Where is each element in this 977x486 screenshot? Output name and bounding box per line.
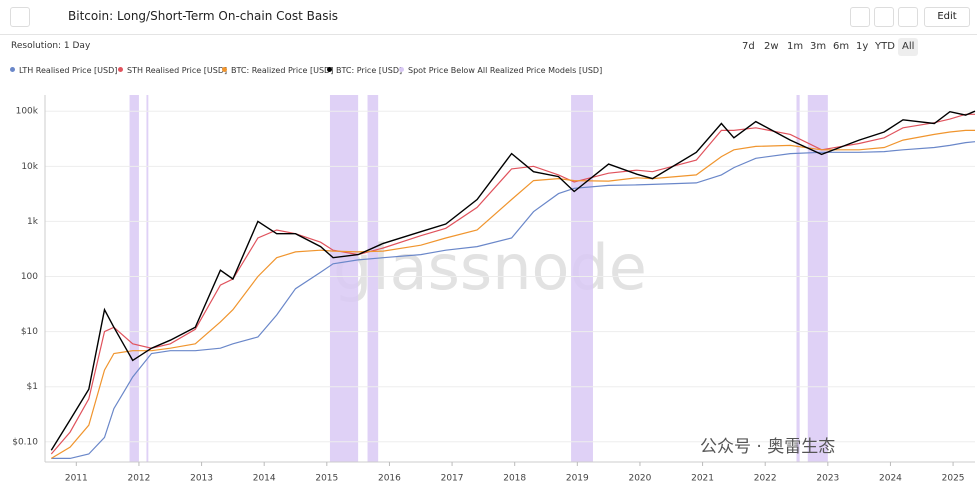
x-tick-label: 2021 (691, 474, 714, 484)
legend-swatch (399, 67, 404, 72)
watermark: glassnode (333, 231, 647, 304)
legend-swatch (10, 67, 15, 72)
x-tick-label: 2015 (315, 474, 338, 484)
range-button[interactable]: 1m (787, 41, 804, 52)
x-tick-label: 2019 (566, 474, 589, 484)
legend-item[interactable]: STH Realised Price [USD] (118, 66, 227, 75)
edit-button[interactable]: Edit (924, 7, 970, 27)
shaded-region (796, 95, 800, 462)
sidebar-button[interactable] (10, 7, 30, 27)
legend-item[interactable]: BTC: Realized Price [USD] (222, 66, 333, 75)
legend-label: LTH Realised Price [USD] (19, 66, 118, 75)
y-tick-label: 10k (21, 162, 38, 172)
legend-item[interactable]: LTH Realised Price [USD] (10, 66, 117, 75)
x-tick-label: 2014 (253, 474, 276, 484)
x-tick-label: 2024 (879, 474, 902, 484)
header: Bitcoin: Long/Short-Term On-chain Cost B… (0, 0, 977, 35)
chart-title: Bitcoin: Long/Short-Term On-chain Cost B… (68, 9, 339, 23)
series-line (50, 110, 976, 451)
y-tick-label: 100k (16, 107, 39, 117)
series-line (51, 141, 976, 459)
shaded-region (571, 95, 593, 462)
range-button[interactable]: 7d (742, 41, 755, 52)
shaded-region (329, 95, 359, 462)
x-tick-label: 2022 (754, 474, 777, 484)
x-tick-label: 2017 (441, 474, 464, 484)
star-button[interactable] (850, 7, 870, 27)
legend-swatch (327, 67, 332, 72)
legend-item[interactable]: Spot Price Below All Realized Price Mode… (399, 66, 602, 75)
share-button[interactable] (874, 7, 894, 27)
legend-label: STH Realised Price [USD] (127, 66, 228, 75)
shaded-region (129, 95, 139, 462)
x-tick-label: 2012 (127, 474, 150, 484)
legend-item[interactable]: BTC: Price [USD] (327, 66, 402, 75)
y-tick-label: $0.10 (12, 437, 38, 447)
credit: 公众号 · 奥雷生态 (700, 437, 836, 457)
range-button[interactable]: 1y (856, 41, 869, 52)
x-tick-label: 2018 (503, 474, 526, 484)
range-button[interactable]: 2w (764, 41, 779, 52)
y-tick-label: $1 (27, 382, 38, 392)
x-tick-label: 2016 (378, 474, 401, 484)
shaded-region (807, 95, 828, 462)
y-tick-label: 1k (27, 217, 39, 227)
series-line (50, 113, 975, 455)
shaded-region (146, 95, 149, 462)
legend-label: BTC: Price [USD] (336, 66, 403, 75)
shaded-region (367, 95, 379, 462)
range-button[interactable]: All (898, 38, 919, 56)
resolution[interactable]: Resolution: 1 Day (11, 41, 91, 51)
legend-label: Spot Price Below All Realized Price Mode… (408, 66, 603, 75)
range-button[interactable]: 3m (810, 41, 827, 52)
legend-label: BTC: Realized Price [USD] (231, 66, 334, 75)
x-tick-label: 2020 (628, 474, 651, 484)
y-tick-label: 100 (21, 272, 38, 282)
y-tick-label: $10 (21, 327, 38, 337)
range-button[interactable]: YTD (875, 41, 895, 52)
x-tick-label: 2011 (65, 474, 88, 484)
x-tick-label: 2025 (942, 474, 965, 484)
legend-swatch (118, 67, 123, 72)
x-tick-label: 2023 (816, 474, 839, 484)
legend-swatch (222, 67, 227, 72)
range-button[interactable]: 6m (833, 41, 850, 52)
x-tick-label: 2013 (190, 474, 213, 484)
copy-button[interactable] (898, 7, 918, 27)
